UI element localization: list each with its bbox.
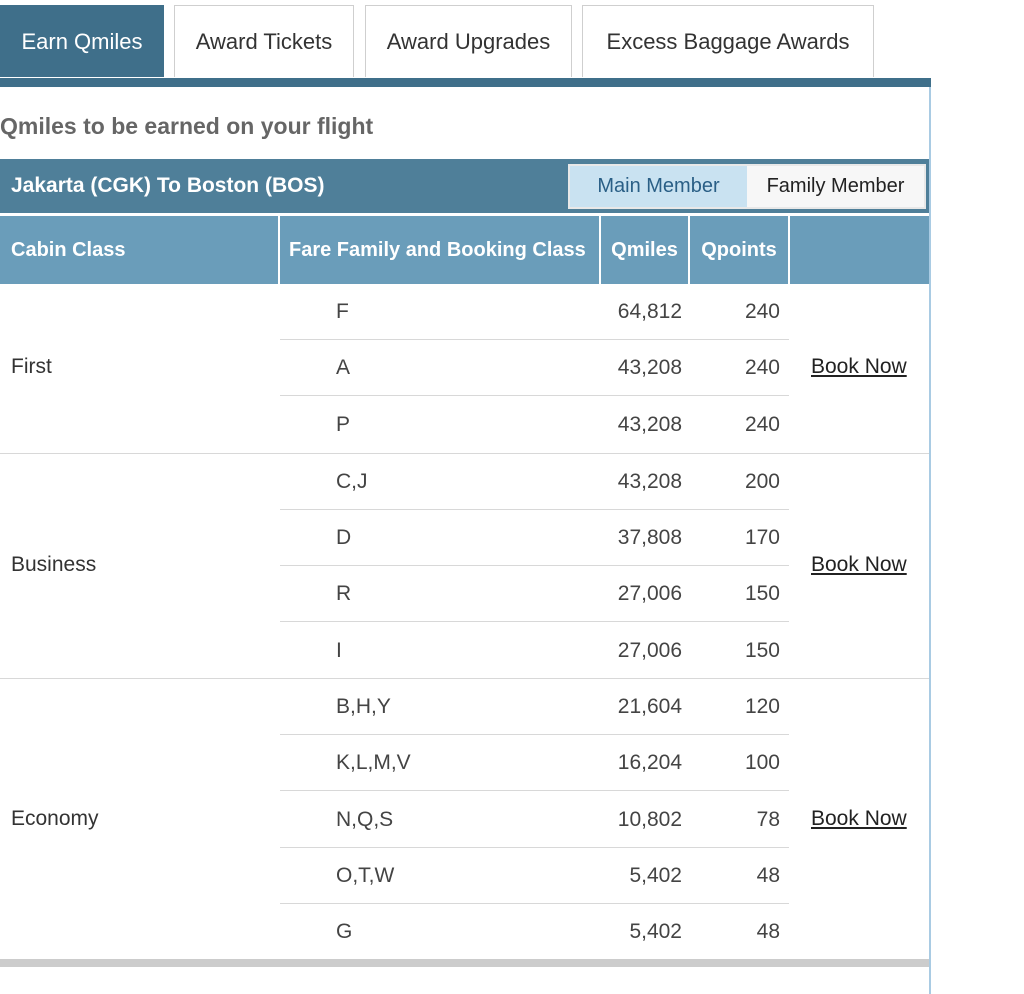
fare-class: P <box>336 412 351 436</box>
table-row: D 37,808 170 <box>280 510 789 567</box>
row-divider <box>280 621 789 623</box>
table-row: B,H,Y 21,604 120 <box>280 679 789 736</box>
table-row: F 64,812 240 <box>280 284 789 340</box>
table-row: N,Q,S 10,802 78 <box>280 792 789 848</box>
row-divider <box>280 902 789 904</box>
table-row: O,T,W 5,402 48 <box>280 848 789 904</box>
book-now-link[interactable]: Book Now <box>811 553 907 577</box>
qpoints-value: 150 <box>744 582 780 606</box>
row-divider <box>280 790 789 792</box>
qmiles-value: 21,604 <box>617 695 682 719</box>
qpoints-value: 48 <box>756 920 780 944</box>
section-heading: Qmiles to be earned on your flight <box>0 113 374 139</box>
fare-class: K,L,M,V <box>336 751 411 775</box>
qmiles-value: 64,812 <box>617 300 682 323</box>
fare-class: G <box>336 920 353 944</box>
fare-class: I <box>336 638 342 662</box>
row-divider <box>280 339 789 340</box>
fare-class: F <box>336 300 349 323</box>
fare-class: C,J <box>336 469 368 493</box>
book-now-link[interactable]: Book Now <box>811 806 907 830</box>
table-row: I 27,006 150 <box>280 623 789 679</box>
route-title: Jakarta (CGK) To Boston (BOS) <box>11 174 325 197</box>
qmiles-value: 5,402 <box>629 863 682 887</box>
row-divider <box>280 395 789 397</box>
column-header-qpoints: Qpoints <box>690 216 788 284</box>
table-row: A 43,208 240 <box>280 340 789 397</box>
qpoints-value: 240 <box>744 356 780 380</box>
cabin-label: First <box>11 355 52 379</box>
main-member-button[interactable]: Main Member <box>570 166 747 207</box>
route-bar: Jakarta (CGK) To Boston (BOS) Main Membe… <box>0 159 929 213</box>
column-header-qmiles: Qmiles <box>601 216 688 284</box>
qpoints-value: 120 <box>744 695 780 719</box>
fare-class: N,Q,S <box>336 807 394 831</box>
row-divider <box>280 508 789 510</box>
fare-class: D <box>336 526 352 550</box>
member-toggle: Main Member Family Member <box>568 164 926 209</box>
qpoints-value: 240 <box>744 412 780 436</box>
family-member-button[interactable]: Family Member <box>766 175 905 197</box>
tab-underline-bar <box>0 78 931 87</box>
tab-award-tickets[interactable]: Award Tickets <box>174 5 354 77</box>
column-header-cabin-class: Cabin Class <box>0 216 278 284</box>
qmiles-value: 5,402 <box>629 920 682 944</box>
table-header: Cabin Class Fare Family and Booking Clas… <box>0 216 929 284</box>
qmiles-value: 37,808 <box>617 526 682 550</box>
qmiles-value: 16,204 <box>617 751 682 775</box>
tab-excess-baggage-awards[interactable]: Excess Baggage Awards <box>582 5 874 77</box>
qpoints-value: 240 <box>744 300 780 323</box>
row-divider <box>280 846 789 848</box>
qmiles-value: 43,208 <box>617 412 682 436</box>
table-row: G 5,402 48 <box>280 904 789 960</box>
table-bottom-bar <box>0 959 929 967</box>
fare-class: B,H,Y <box>336 695 391 719</box>
cabin-label: Business <box>11 553 97 577</box>
qmiles-value: 27,006 <box>617 582 682 606</box>
cabin-section-economy: Economy B,H,Y 21,604 120 K,L,M,V 16,204 100 N,Q… <box>0 678 929 961</box>
qmiles-value: 27,006 <box>617 638 682 662</box>
earn-qmiles-panel: Qmiles to be earned on your flight Jakar… <box>0 87 931 994</box>
qpoints-value: 200 <box>744 469 780 493</box>
cabin-section-business: Business C,J 43,208 200 D 37,808 170 R 27,006 150… <box>0 452 929 679</box>
column-header-fare-family: Fare Family and Booking Class <box>280 216 599 284</box>
fare-class: O,T,W <box>336 863 395 887</box>
qmiles-value: 43,208 <box>617 356 682 380</box>
table-row: P 43,208 240 <box>280 397 789 453</box>
table-row: C,J 43,208 200 <box>280 454 789 510</box>
qpoints-value: 48 <box>756 863 780 887</box>
tab-bar: Earn Qmiles Award Tickets Award Upgrades… <box>0 5 931 78</box>
fare-class: A <box>336 356 351 380</box>
table-row: R 27,006 150 <box>280 566 789 623</box>
qmiles-value: 43,208 <box>617 469 682 493</box>
cabin-section-first: First F 64,812 240 A 43,208 240 P 43,208 240 Book … <box>0 284 929 453</box>
fare-class: R <box>336 582 352 606</box>
qpoints-value: 78 <box>756 807 780 831</box>
tab-earn-qmiles[interactable]: Earn Qmiles <box>0 5 164 77</box>
qmiles-value: 10,802 <box>617 807 682 831</box>
row-divider <box>280 565 789 567</box>
column-header-action <box>790 216 929 284</box>
table-row: K,L,M,V 16,204 100 <box>280 735 789 792</box>
book-now-link[interactable]: Book Now <box>811 355 907 379</box>
qpoints-value: 100 <box>744 751 780 775</box>
row-divider <box>280 734 789 736</box>
cabin-label: Economy <box>11 806 99 830</box>
qpoints-value: 150 <box>744 638 780 662</box>
qpoints-value: 170 <box>744 526 780 550</box>
tab-award-upgrades[interactable]: Award Upgrades <box>365 5 572 77</box>
